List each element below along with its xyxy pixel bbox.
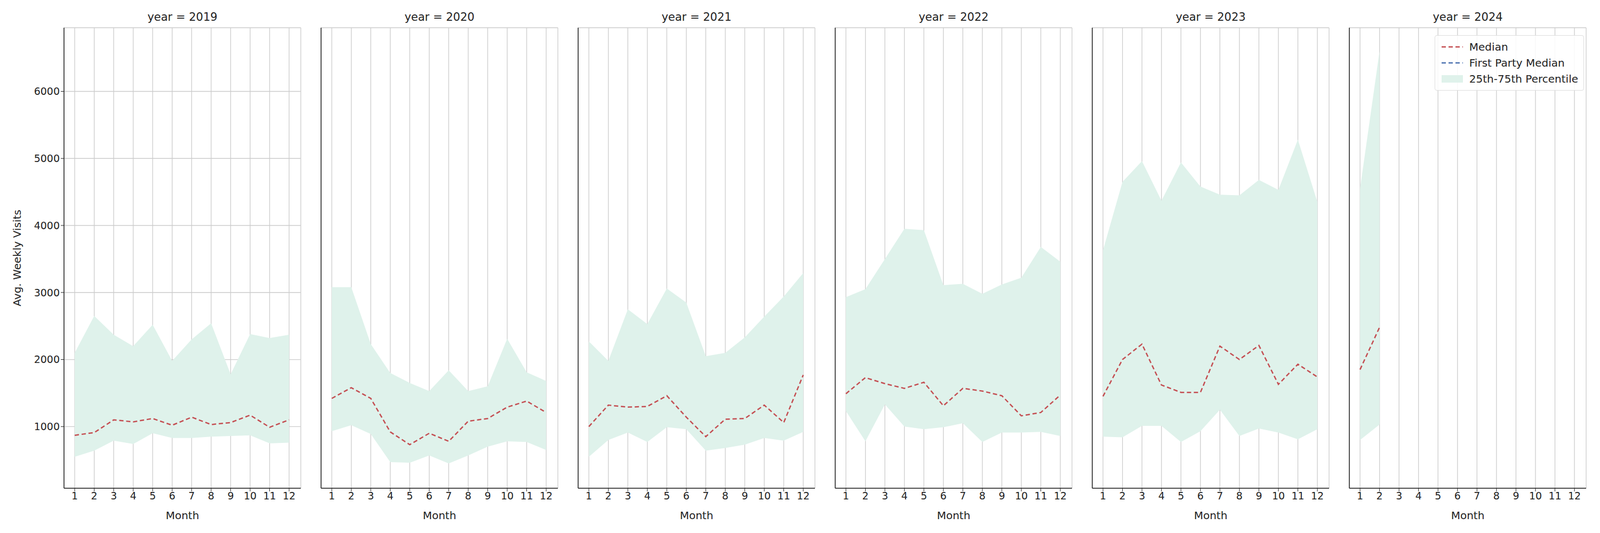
- svg-text:6: 6: [683, 490, 690, 502]
- svg-text:8: 8: [465, 490, 472, 502]
- svg-text:2: 2: [91, 490, 98, 502]
- svg-text:11: 11: [262, 490, 276, 502]
- svg-text:6: 6: [169, 490, 176, 502]
- svg-text:5: 5: [1434, 490, 1442, 502]
- svg-text:12: 12: [539, 490, 553, 502]
- svg-text:1: 1: [71, 490, 78, 502]
- svg-text:4: 4: [1415, 490, 1422, 502]
- svg-text:12: 12: [1310, 490, 1324, 502]
- svg-text:6: 6: [1454, 490, 1461, 502]
- svg-text:9: 9: [484, 490, 491, 502]
- svg-text:11: 11: [1291, 490, 1304, 502]
- html-text:year = 2020: year = 2020: [404, 10, 475, 24]
- svg-text:2: 2: [605, 490, 612, 502]
- svg-text:12: 12: [282, 490, 296, 502]
- svg-text:5: 5: [920, 490, 927, 502]
- svg-text:5000: 5000: [34, 152, 60, 165]
- svg-text:11: 11: [777, 490, 790, 502]
- svg-text:11: 11: [520, 490, 533, 502]
- svg-text:4: 4: [644, 490, 651, 502]
- svg-text:8: 8: [1493, 490, 1500, 502]
- svg-text:10: 10: [1014, 490, 1028, 502]
- svg-text:Month: Month: [422, 509, 457, 521]
- svg-text:8: 8: [208, 490, 215, 502]
- svg-text:12: 12: [1053, 490, 1067, 502]
- html-text:year = 2019: year = 2019: [147, 10, 218, 24]
- svg-text:7: 7: [702, 490, 709, 502]
- svg-text:8: 8: [1236, 490, 1243, 502]
- html-text:year = 2021: year = 2021: [661, 10, 732, 24]
- svg-text:1000: 1000: [34, 420, 60, 433]
- svg-text:1: 1: [842, 490, 850, 502]
- svg-text:Month: Month: [680, 509, 714, 521]
- svg-text:9: 9: [1512, 490, 1519, 502]
- svg-text:12: 12: [1568, 490, 1581, 502]
- html-text:year = 2024: year = 2024: [1432, 10, 1503, 24]
- html-text:year = 2022: year = 2022: [918, 10, 989, 24]
- svg-text:1: 1: [585, 490, 592, 502]
- svg-text:10: 10: [1272, 490, 1285, 502]
- svg-text:4: 4: [130, 490, 137, 502]
- svg-text:4: 4: [387, 490, 394, 502]
- svg-text:10: 10: [500, 490, 514, 502]
- svg-text:2: 2: [348, 490, 355, 502]
- svg-text:7: 7: [445, 490, 452, 502]
- svg-text:3: 3: [1138, 490, 1146, 502]
- svg-text:2000: 2000: [34, 353, 60, 366]
- svg-text:2: 2: [1376, 490, 1383, 502]
- svg-text:3: 3: [881, 490, 888, 502]
- svg-text:3: 3: [110, 490, 117, 502]
- html-text:First Party Median: First Party Median: [1469, 56, 1565, 70]
- svg-text:9: 9: [227, 490, 234, 502]
- svg-text:10: 10: [1529, 490, 1542, 502]
- svg-text:7: 7: [1216, 490, 1223, 502]
- svg-text:11: 11: [1034, 490, 1047, 502]
- svg-text:5: 5: [406, 490, 413, 502]
- svg-text:3: 3: [367, 490, 374, 502]
- svg-text:12: 12: [796, 490, 810, 502]
- svg-text:6000: 6000: [34, 85, 60, 98]
- svg-text:9: 9: [741, 490, 748, 502]
- svg-text:2: 2: [1119, 490, 1126, 502]
- svg-text:4000: 4000: [34, 219, 60, 232]
- svg-text:8: 8: [722, 490, 729, 502]
- svg-text:Avg. Weekly Visits: Avg. Weekly Visits: [10, 209, 24, 307]
- svg-text:1: 1: [1356, 490, 1364, 502]
- svg-text:10: 10: [757, 490, 771, 502]
- svg-text:3: 3: [624, 490, 631, 502]
- svg-text:6: 6: [940, 490, 947, 502]
- svg-text:9: 9: [1255, 490, 1262, 502]
- svg-text:6: 6: [1197, 490, 1204, 502]
- svg-text:11: 11: [1548, 490, 1562, 502]
- svg-text:7: 7: [1473, 490, 1480, 502]
- html-text:year = 2023: year = 2023: [1175, 10, 1246, 24]
- svg-text:Month: Month: [165, 509, 200, 521]
- svg-text:5: 5: [663, 490, 670, 502]
- html-text:25th-75th Percentile: 25th-75th Percentile: [1469, 72, 1579, 86]
- svg-text:4: 4: [901, 490, 908, 502]
- svg-text:6: 6: [426, 490, 433, 502]
- svg-text:Month: Month: [1451, 509, 1485, 521]
- html-text:Median: Median: [1469, 40, 1509, 54]
- svg-text:3000: 3000: [34, 286, 60, 299]
- svg-text:8: 8: [979, 490, 986, 502]
- svg-text:1: 1: [328, 490, 335, 502]
- svg-text:3: 3: [1395, 490, 1403, 502]
- svg-text:Month: Month: [1194, 509, 1228, 521]
- svg-text:5: 5: [1177, 490, 1184, 502]
- svg-text:9: 9: [998, 490, 1005, 502]
- svg-text:2: 2: [862, 490, 869, 502]
- svg-text:10: 10: [243, 490, 257, 502]
- svg-text:1: 1: [1099, 490, 1107, 502]
- svg-text:5: 5: [149, 490, 156, 502]
- svg-text:4: 4: [1158, 490, 1165, 502]
- svg-text:7: 7: [188, 490, 195, 502]
- svg-text:Month: Month: [937, 509, 971, 521]
- svg-text:7: 7: [959, 490, 966, 502]
